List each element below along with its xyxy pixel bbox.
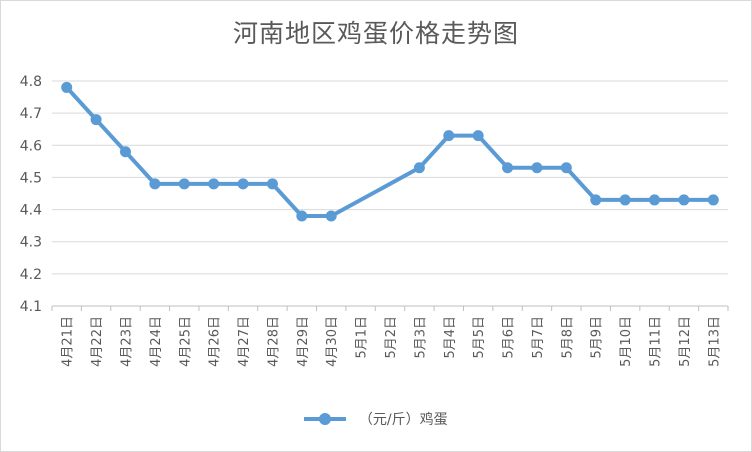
y-tick-label: 4.5 bbox=[20, 170, 42, 186]
x-tick-label: 5月1日 bbox=[355, 316, 370, 359]
data-point bbox=[266, 178, 278, 190]
x-tick-label: 5月7日 bbox=[531, 316, 546, 359]
data-point bbox=[619, 194, 631, 206]
data-point bbox=[61, 81, 73, 93]
data-point bbox=[119, 146, 131, 158]
y-tick-label: 4.6 bbox=[20, 138, 42, 154]
data-point bbox=[707, 194, 719, 206]
x-tick-label: 5月6日 bbox=[502, 316, 517, 359]
legend-swatch bbox=[304, 413, 347, 425]
data-point bbox=[296, 210, 308, 222]
x-tick-label: 5月3日 bbox=[413, 316, 428, 359]
x-tick-label: 4月21日 bbox=[61, 316, 76, 367]
x-tick-label: 5月12日 bbox=[678, 316, 693, 367]
x-tick-label: 4月30日 bbox=[325, 316, 340, 367]
x-tick-label: 4月22日 bbox=[90, 316, 105, 367]
y-tick-label: 4.2 bbox=[20, 267, 42, 283]
x-tick-label: 4月25日 bbox=[178, 316, 193, 367]
x-tick-label: 5月8日 bbox=[560, 316, 575, 359]
data-point bbox=[208, 178, 220, 190]
data-point bbox=[178, 178, 190, 190]
x-tick-label: 5月13日 bbox=[707, 316, 722, 367]
x-axis bbox=[51, 305, 729, 311]
series-layer bbox=[61, 81, 719, 222]
x-tick-label: 5月9日 bbox=[590, 316, 605, 359]
x-tick-labels: 4月21日 4月22日 4月23日 4月24日 4月25日 4月26日 4月27日 4月28日… bbox=[61, 316, 723, 367]
legend-label: （元/斤）鸡蛋 bbox=[358, 412, 448, 428]
y-axis: 4.1 4.2 4.3 4.4 4.5 4.6 4.7 4.8 bbox=[20, 74, 42, 315]
x-tick-label: 4月24日 bbox=[149, 316, 164, 367]
data-point bbox=[649, 194, 661, 206]
x-tick-label: 4月29日 bbox=[296, 316, 311, 367]
x-tick-label: 5月10日 bbox=[619, 316, 634, 367]
data-point bbox=[443, 130, 455, 142]
x-tick-label: 4月27日 bbox=[237, 316, 252, 367]
x-tick-label: 4月26日 bbox=[208, 316, 223, 367]
data-point bbox=[325, 210, 337, 222]
data-point bbox=[590, 194, 602, 206]
x-tick-label: 5月4日 bbox=[443, 316, 458, 359]
chart-title: 河南地区鸡蛋价格走势图 bbox=[232, 19, 519, 48]
data-point bbox=[90, 114, 102, 126]
gridlines bbox=[52, 80, 728, 307]
data-point bbox=[678, 194, 690, 206]
x-tick-label: 4月28日 bbox=[266, 316, 281, 367]
y-tick-label: 4.3 bbox=[20, 235, 42, 251]
y-tick-label: 4.8 bbox=[20, 74, 42, 90]
x-tick-label: 5月2日 bbox=[384, 316, 399, 359]
data-point bbox=[237, 178, 249, 190]
x-tick-label: 5月11日 bbox=[649, 316, 664, 367]
y-tick-label: 4.1 bbox=[20, 299, 42, 315]
x-tick-label: 4月23日 bbox=[119, 316, 134, 367]
data-point bbox=[560, 162, 572, 174]
x-tick-label: 5月5日 bbox=[472, 316, 487, 359]
y-tick-label: 4.4 bbox=[20, 203, 42, 219]
data-point bbox=[149, 178, 161, 190]
y-tick-label: 4.7 bbox=[20, 106, 42, 122]
data-point bbox=[502, 162, 514, 174]
data-point bbox=[531, 162, 543, 174]
series-line bbox=[64, 85, 716, 218]
data-point bbox=[472, 130, 484, 142]
data-point bbox=[413, 162, 425, 174]
legend: （元/斤）鸡蛋 bbox=[0, 409, 752, 429]
